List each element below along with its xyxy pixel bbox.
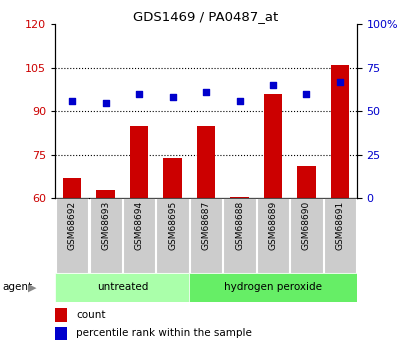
Bar (330, 65, 348, 198)
Title: GDS1469 / PA0487_at: GDS1469 / PA0487_at (133, 10, 278, 23)
Bar (256, 198, 288, 273)
Text: GSM68689: GSM68689 (268, 200, 277, 250)
Bar (196, 126, 215, 198)
Text: count: count (76, 310, 106, 320)
Text: GSM68693: GSM68693 (101, 200, 110, 250)
Point (302, 91, 309, 97)
Point (236, 98, 242, 104)
Bar (156, 198, 188, 273)
Text: GSM68694: GSM68694 (134, 200, 143, 250)
Point (69, 98, 75, 104)
Point (102, 100, 109, 105)
Point (169, 95, 175, 100)
Text: GSM68690: GSM68690 (301, 200, 310, 250)
Bar (96, 190, 115, 198)
Bar (189, 198, 222, 273)
Text: ▶: ▶ (28, 282, 36, 292)
Text: GSM68688: GSM68688 (234, 200, 243, 250)
Bar (297, 166, 315, 198)
Bar (56, 198, 88, 273)
Text: hydrogen peroxide: hydrogen peroxide (223, 282, 321, 292)
Bar (189, 273, 356, 302)
Bar (290, 198, 322, 273)
Bar (163, 158, 181, 198)
Bar (55, 273, 189, 302)
Bar (89, 198, 121, 273)
Text: GSM68692: GSM68692 (67, 200, 76, 250)
Bar (223, 198, 255, 273)
Text: GSM68691: GSM68691 (335, 200, 344, 250)
Text: GSM68695: GSM68695 (168, 200, 177, 250)
Bar (63, 178, 81, 198)
Point (135, 91, 142, 97)
Bar (55, 308, 67, 322)
Text: agent: agent (2, 282, 32, 292)
Text: GSM68687: GSM68687 (201, 200, 210, 250)
Point (336, 79, 342, 85)
Bar (263, 94, 281, 198)
Bar (230, 197, 248, 198)
Bar (323, 198, 355, 273)
Bar (130, 126, 148, 198)
Point (202, 89, 209, 95)
Bar (123, 198, 155, 273)
Point (269, 82, 276, 88)
Text: untreated: untreated (97, 282, 148, 292)
Bar (55, 327, 67, 340)
Text: percentile rank within the sample: percentile rank within the sample (76, 328, 252, 338)
